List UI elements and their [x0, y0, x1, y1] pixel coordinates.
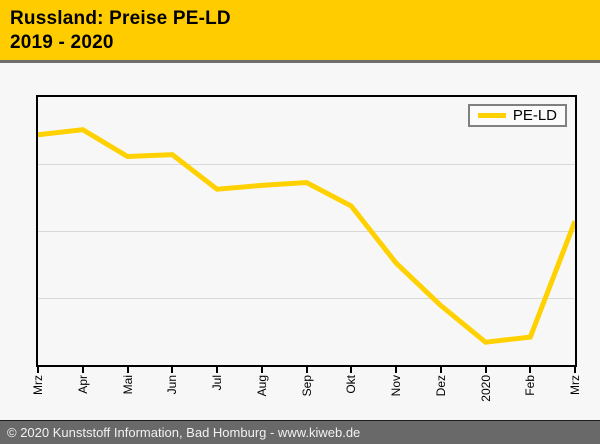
footer-bar: © 2020 Kunststoff Information, Bad Hombu… [0, 420, 600, 444]
plot-area: PE-LD [36, 95, 577, 367]
x-axis-label: Okt [344, 375, 359, 394]
x-axis-label: Sep [299, 375, 314, 397]
x-axis-label: Jul [210, 375, 224, 391]
gridline [38, 164, 575, 165]
x-axis-label: Mrz [31, 375, 45, 395]
x-axis-label: Nov [389, 375, 403, 397]
x-axis-tick [439, 367, 442, 373]
x-axis-label: Mrz [568, 375, 582, 395]
legend-line-swatch [477, 113, 506, 118]
chart-header: Russland: Preise PE-LD 2019 - 2020 [0, 0, 600, 60]
x-axis-tick [305, 367, 308, 373]
footer-copyright-text: © 2020 Kunststoff Information, Bad Hombu… [7, 425, 361, 440]
x-axis-tick [484, 367, 487, 373]
x-axis-tick [260, 367, 263, 373]
legend-box: PE-LD [467, 104, 567, 127]
x-axis-label: Aug [254, 375, 269, 397]
x-axis-label: 2020 [478, 375, 493, 402]
x-axis-label: Jun [165, 375, 180, 395]
x-axis-label: Mai [120, 375, 135, 395]
header-divider [0, 60, 600, 63]
gridline [38, 298, 575, 299]
series-plot [38, 127, 575, 345]
x-axis-tick [81, 367, 84, 373]
gridline [38, 231, 575, 232]
legend-label: PE-LD [512, 107, 557, 124]
x-axis-tick [37, 367, 39, 373]
chart-title-line2: 2019 - 2020 [10, 32, 114, 53]
x-axis-tick [350, 367, 353, 373]
x-axis-label: Dez [433, 375, 448, 397]
x-axis-tick [216, 367, 218, 373]
x-axis-tick [574, 367, 576, 373]
x-axis-tick [171, 367, 174, 373]
x-axis-label: Apr [75, 375, 90, 394]
chart-region: PE-LD Mrz Apr Mai Jun Jul Aug Sep Okt Nov Dez 2020… [0, 63, 600, 420]
x-axis-tick [126, 367, 129, 373]
x-axis-label: Feb [523, 375, 538, 396]
pe-ld-series-line [38, 127, 575, 345]
x-axis-tick [529, 367, 532, 373]
chart-title-line1: Russland: Preise PE-LD [10, 8, 231, 29]
x-axis-tick [395, 367, 397, 373]
